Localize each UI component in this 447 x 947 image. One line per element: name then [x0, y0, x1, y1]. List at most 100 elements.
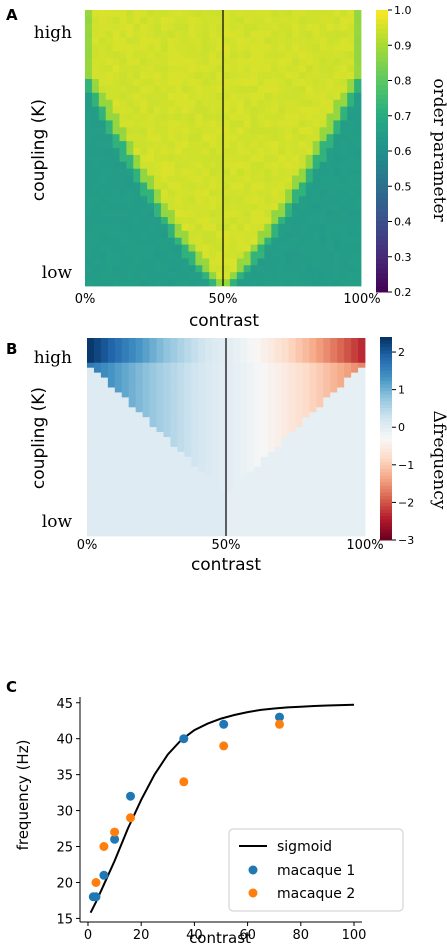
- heatmap-b-cell: [107, 422, 116, 428]
- colorbar-b-segment: [380, 380, 392, 385]
- heatmap-b-cell: [163, 422, 171, 428]
- heatmap-a-cell: [278, 65, 286, 73]
- heatmap-a-cell: [91, 37, 100, 45]
- heatmap-a-cell: [257, 51, 265, 59]
- heatmap-b-cell: [177, 471, 185, 477]
- scatter-c-xticklabel: 40: [186, 928, 203, 943]
- heatmap-b-cell: [288, 476, 296, 482]
- heatmap-a-cell: [112, 127, 120, 135]
- heatmap-a-cell: [298, 72, 307, 80]
- heatmap-b-cell: [128, 338, 137, 344]
- heatmap-b-cell: [323, 342, 331, 349]
- heatmap-b-cell: [281, 412, 289, 418]
- heatmap-b-cell: [337, 407, 345, 413]
- heatmap-a-cell: [264, 106, 272, 114]
- heatmap-b-cell: [191, 437, 199, 443]
- heatmap-b-cell: [316, 377, 324, 383]
- heatmap-a-cell: [347, 79, 355, 87]
- heatmap-a-cell: [340, 106, 348, 114]
- heatmap-b-cell: [114, 357, 123, 364]
- heatmap-b-cell: [330, 362, 338, 369]
- heatmap-a-cell: [119, 154, 127, 163]
- heatmap-b-cell: [330, 372, 338, 378]
- heatmap-a-cell: [271, 217, 279, 225]
- heatmap-a-cell: [188, 120, 196, 128]
- heatmap-a-cell: [160, 72, 169, 80]
- heatmap-b-cell: [351, 481, 359, 487]
- heatmap-a-cell: [319, 134, 327, 142]
- heatmap-b-cell: [121, 392, 130, 398]
- heatmap-a-cell: [181, 127, 189, 135]
- heatmap-b-cell: [281, 372, 289, 378]
- heatmap-a-cell: [257, 210, 265, 218]
- heatmap-a-cell: [271, 16, 279, 25]
- heatmap-b-cell: [302, 451, 310, 458]
- colorbar-a-segment: [376, 155, 388, 161]
- heatmap-b-cell: [323, 402, 331, 408]
- heatmap-a-cell: [271, 237, 279, 245]
- heatmap-b-cell: [351, 392, 359, 398]
- heatmap-a-cell: [216, 134, 224, 142]
- heatmap-b-cell: [142, 461, 150, 468]
- heatmap-a-cell: [85, 196, 93, 204]
- heatmap-a-cell: [340, 44, 348, 52]
- heatmap-a-cell: [285, 72, 293, 80]
- heatmap-a-cell: [340, 265, 348, 273]
- heatmap-a-cell: [174, 217, 182, 225]
- heatmap-a-cell: [160, 272, 169, 280]
- heatmap-b-cell: [149, 357, 157, 364]
- heatmap-b-cell: [295, 476, 303, 482]
- heatmap-b-cell: [302, 441, 310, 448]
- heatmap-a-cell: [85, 51, 93, 59]
- heatmap-a-cell: [133, 175, 141, 183]
- heatmap-a-cell: [326, 223, 334, 232]
- heatmap-a-cell: [354, 23, 362, 32]
- heatmap-a-cell: [312, 154, 320, 163]
- heatmap-a-cell: [340, 189, 348, 197]
- heatmap-b-cell: [107, 417, 116, 423]
- heatmap-a-cell: [209, 148, 217, 156]
- heatmap-a-cell: [278, 230, 286, 239]
- heatmap-b-cell: [246, 456, 255, 463]
- heatmap-a-cell: [216, 72, 224, 80]
- heatmap-b-cell: [274, 476, 282, 482]
- heatmap-a-cell: [160, 182, 169, 190]
- heatmap-b-cell: [198, 511, 206, 517]
- heatmap-b-cell: [239, 402, 248, 408]
- heatmap-a-cell: [236, 23, 245, 32]
- heatmap-b-cell: [267, 466, 276, 473]
- heatmap-b-cell: [100, 422, 109, 428]
- heatmap-a-cell: [195, 244, 203, 252]
- heatmap-b-cell: [135, 372, 143, 378]
- colorbar-b-segment: [380, 360, 392, 365]
- heatmap-b-cell: [212, 362, 220, 369]
- heatmap-a-cell: [250, 161, 258, 170]
- heatmap-b-cell: [295, 372, 303, 378]
- heatmap-b-cell: [163, 362, 171, 369]
- heatmap-b-cell: [177, 392, 185, 398]
- heatmap-a-cell: [188, 203, 196, 211]
- heatmap-a-cell: [354, 279, 362, 287]
- heatmap-b-cell: [253, 491, 262, 497]
- heatmap-b-cell: [142, 476, 150, 482]
- heatmap-a-cell: [209, 230, 217, 239]
- heatmap-b-cell: [302, 476, 310, 482]
- heatmap-b-cell: [93, 342, 102, 349]
- heatmap-a-cell: [319, 175, 327, 183]
- heatmap-a-cell: [250, 23, 258, 32]
- heatmap-a-cell: [340, 79, 348, 87]
- heatmap-a-cell: [202, 182, 210, 190]
- heatmap-a-cell: [340, 203, 348, 211]
- heatmap-a-cell: [264, 223, 272, 232]
- heatmap-a-cell: [154, 230, 162, 239]
- heatmap-a-cell: [140, 72, 148, 80]
- heatmap-b-cell: [323, 387, 331, 393]
- heatmap-a-cell: [188, 223, 196, 232]
- heatmap-a-cell: [271, 72, 279, 80]
- heatmap-a-cell: [243, 85, 251, 94]
- heatmap-a-cell: [85, 210, 93, 218]
- heatmap-b-cell: [212, 491, 220, 497]
- heatmap-b-cell: [170, 427, 178, 433]
- heatmap-b-cell: [344, 427, 352, 433]
- heatmap-b-cell: [281, 338, 289, 344]
